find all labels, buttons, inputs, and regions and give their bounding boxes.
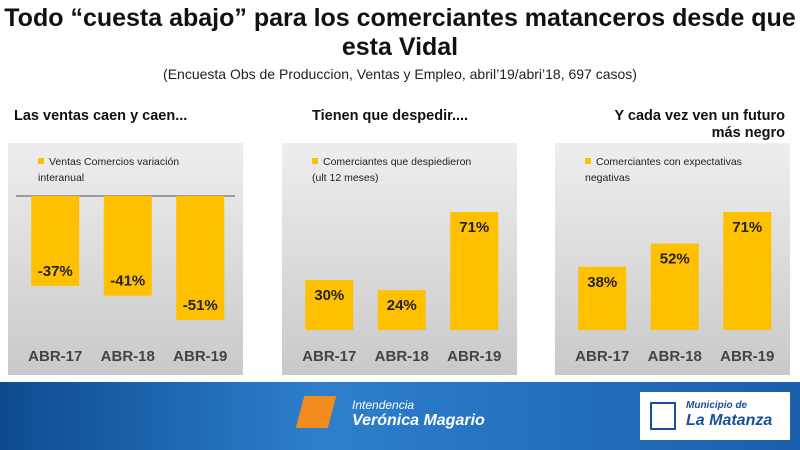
x-tick-label: ABR-18	[375, 348, 429, 365]
footer-small: Municipio de	[686, 400, 748, 411]
logo-box: Municipio de La Matanza	[640, 392, 790, 440]
value-label: -41%	[110, 273, 145, 290]
value-label: 71%	[732, 219, 762, 236]
bar	[650, 243, 699, 330]
x-tick-label: ABR-18	[648, 348, 702, 365]
legend: Comerciantes con expectativas negativas	[585, 154, 755, 186]
chart-heading: Y cada vez ven un futuro más negro	[614, 108, 785, 141]
x-tick-label: ABR-18	[101, 348, 155, 365]
bar	[176, 196, 225, 320]
logo-mark	[295, 396, 337, 428]
x-tick-label: ABR-19	[447, 348, 501, 365]
footer: Intendencia Verónica Magario Municipio d…	[0, 382, 800, 450]
value-label: 52%	[660, 251, 690, 268]
shield	[650, 402, 676, 430]
footer-small: Intendencia	[352, 398, 415, 412]
value-label: -37%	[38, 263, 73, 280]
value-label: 24%	[387, 297, 417, 314]
bar	[723, 212, 772, 330]
bar	[377, 290, 426, 330]
legend: Ventas Comercios variación interanual	[38, 154, 208, 186]
legend-label: Comerciantes con expectativas negativas	[585, 156, 742, 184]
footer-big: La Matanza	[686, 412, 773, 429]
value-label: -51%	[183, 297, 218, 314]
chart-heading: Tienen que despedir....	[312, 108, 469, 124]
legend-label: Ventas Comercios variación interanual	[38, 156, 180, 184]
value-label: 38%	[587, 274, 617, 291]
legend-swatch	[38, 158, 44, 164]
value-label: 71%	[459, 219, 489, 236]
value-label: 30%	[314, 287, 344, 304]
legend-swatch	[312, 158, 318, 164]
x-tick-label: ABR-19	[173, 348, 227, 365]
charts: -37% ABR-17 -41% ABR-18 -51% ABR-19 30% ABR-17 2…	[16, 195, 774, 365]
bar	[305, 280, 354, 330]
legend-swatch	[585, 158, 591, 164]
x-tick-label: ABR-19	[720, 348, 774, 365]
x-tick-label: ABR-17	[302, 348, 356, 365]
bar	[103, 196, 152, 296]
chart-heading: Las ventas caen y caen...	[14, 108, 188, 124]
legend-label: Comerciantes que despiedieron (ult 12 me…	[312, 156, 472, 184]
subtitle: (Encuesta Obs de Produccion, Ventas y Em…	[163, 66, 637, 82]
bar	[578, 266, 627, 330]
x-tick-label: ABR-17	[28, 348, 82, 365]
bar	[450, 212, 499, 330]
bar	[31, 196, 80, 286]
legend: Comerciantes que despiedieron (ult 12 me…	[312, 154, 482, 186]
title: Todo “cuesta abajo” para los comerciante…	[4, 4, 796, 61]
x-tick-label: ABR-17	[575, 348, 629, 365]
footer-big: Verónica Magario	[352, 412, 485, 429]
